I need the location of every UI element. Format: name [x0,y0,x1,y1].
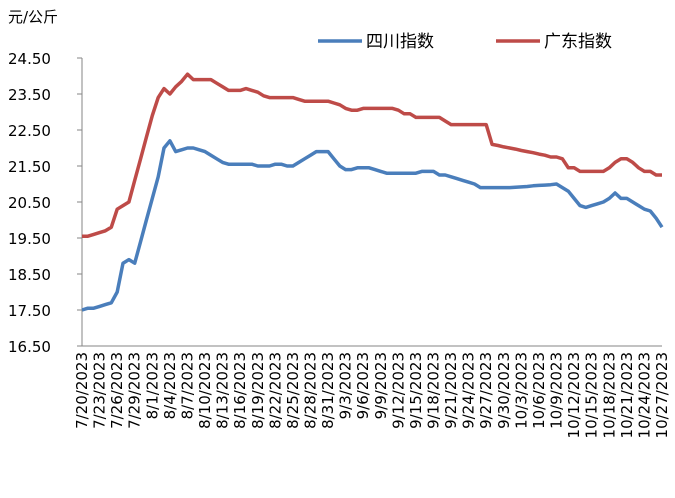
x-tick-label: 10/15/2023 [583,352,601,438]
x-tick-label: 9/24/2023 [460,352,478,429]
line-series [81,139,664,312]
y-tick-label: 21.50 [8,158,51,176]
x-tick-label: 9/15/2023 [407,352,425,429]
x-tick-label: 8/28/2023 [301,352,319,429]
x-tick-label: 10/24/2023 [635,352,653,438]
y-tick-label: 23.50 [8,86,51,104]
x-tick-label: 10/21/2023 [618,352,636,438]
x-tick-label: 8/7/2023 [178,352,196,419]
x-tick-label: 8/4/2023 [161,352,179,419]
x-tick-label: 8/31/2023 [319,352,337,429]
x-tick-label: 7/29/2023 [126,352,144,429]
x-tick-label: 10/27/2023 [653,352,671,438]
x-tick-label: 9/6/2023 [354,352,372,419]
x-tick-label: 9/27/2023 [477,352,495,429]
x-tick-label: 8/16/2023 [231,352,249,429]
x-tick-label: 8/1/2023 [143,352,161,419]
y-axis-label: 元/公斤 [8,8,58,26]
x-tick-label: 9/9/2023 [372,352,390,419]
legend-label: 广东指数 [544,32,612,52]
x-tick-label: 9/21/2023 [442,352,460,429]
x-tick-label: 9/12/2023 [389,352,407,429]
x-tick-label: 8/19/2023 [249,352,267,429]
x-tick-label: 10/12/2023 [565,352,583,438]
x-tick-label: 9/3/2023 [337,352,355,419]
x-tick-label: 10/3/2023 [512,352,530,429]
x-tick-label: 7/20/2023 [73,352,91,429]
x-tick-label: 7/26/2023 [108,352,126,429]
x-tick-label: 8/25/2023 [284,352,302,429]
x-tick-label: 10/9/2023 [548,352,566,429]
x-tick-label: 8/22/2023 [266,352,284,429]
x-tick-label: 10/18/2023 [600,352,618,438]
x-tick-label: 9/30/2023 [495,352,513,429]
x-tick-label: 10/6/2023 [530,352,548,429]
y-tick-label: 20.50 [8,194,51,212]
x-tick-label: 8/10/2023 [196,352,214,429]
line-series [82,72,662,238]
y-tick-label: 16.50 [8,338,51,356]
x-tick-label: 7/23/2023 [91,352,109,429]
y-tick-label: 19.50 [8,230,51,248]
y-tick-label: 22.50 [8,122,51,140]
x-tick-label: 9/18/2023 [425,352,443,429]
x-tick-label: 8/13/2023 [214,352,232,429]
y-tick-label: 17.50 [8,302,51,320]
y-tick-label: 18.50 [8,266,51,284]
legend-label: 四川指数 [366,32,434,52]
y-tick-label: 24.50 [8,50,51,68]
